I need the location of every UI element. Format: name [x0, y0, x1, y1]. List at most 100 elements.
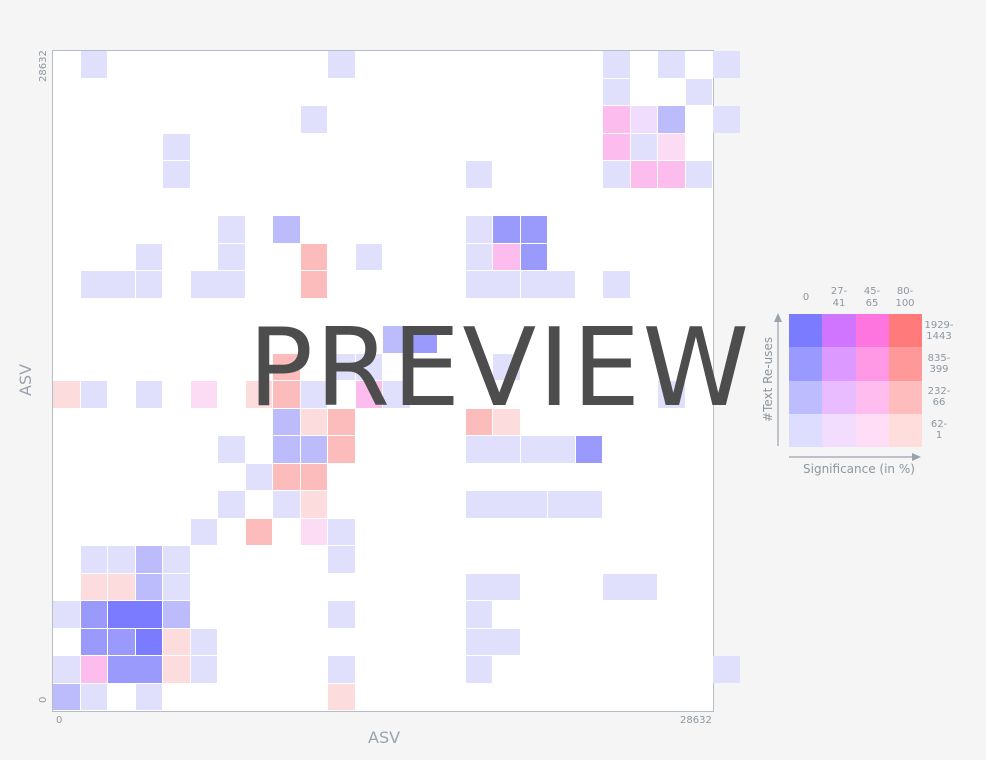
heatmap-cell[interactable]: [135, 243, 162, 270]
heatmap-cell[interactable]: [273, 381, 300, 408]
heatmap-cell[interactable]: [575, 436, 602, 463]
heatmap-cell[interactable]: [108, 573, 135, 600]
heatmap-cell[interactable]: [80, 573, 107, 600]
heatmap-cell[interactable]: [273, 491, 300, 518]
heatmap-cell[interactable]: [713, 106, 740, 133]
heatmap-cell[interactable]: [383, 381, 410, 408]
heatmap-cell[interactable]: [273, 408, 300, 435]
heatmap-cell[interactable]: [465, 656, 492, 683]
heatmap-cell[interactable]: [603, 271, 630, 298]
heatmap-cell[interactable]: [300, 436, 327, 463]
heatmap-cell[interactable]: [53, 683, 80, 710]
heatmap-cell[interactable]: [163, 161, 190, 188]
heatmap-cell[interactable]: [80, 546, 107, 573]
heatmap-cell[interactable]: [108, 601, 162, 628]
heatmap-cell[interactable]: [410, 326, 437, 353]
heatmap-cell[interactable]: [603, 161, 630, 188]
heatmap-cell[interactable]: [300, 408, 327, 435]
heatmap-cell[interactable]: [163, 573, 190, 600]
heatmap-cell[interactable]: [465, 601, 492, 628]
heatmap-cell[interactable]: [603, 78, 630, 105]
heatmap-cell[interactable]: [300, 491, 327, 518]
heatmap-cell[interactable]: [53, 656, 80, 683]
heatmap-cell[interactable]: [520, 271, 575, 298]
heatmap-cell[interactable]: [493, 216, 520, 243]
heatmap-cell[interactable]: [465, 161, 492, 188]
heatmap-cell[interactable]: [465, 271, 520, 298]
heatmap-cell[interactable]: [465, 436, 520, 463]
heatmap-cell[interactable]: [465, 628, 520, 655]
heatmap-cell[interactable]: [465, 243, 492, 270]
heatmap-cell[interactable]: [520, 436, 575, 463]
heatmap-cell[interactable]: [328, 353, 355, 380]
heatmap-cell[interactable]: [685, 161, 712, 188]
heatmap-cell[interactable]: [80, 683, 107, 710]
heatmap-cell[interactable]: [300, 381, 327, 408]
heatmap-cell[interactable]: [218, 436, 245, 463]
heatmap-cell[interactable]: [108, 628, 135, 655]
heatmap-cell[interactable]: [630, 161, 657, 188]
heatmap-cell[interactable]: [190, 628, 217, 655]
heatmap-cell[interactable]: [355, 381, 382, 408]
heatmap-cell[interactable]: [465, 216, 492, 243]
heatmap-cell[interactable]: [245, 518, 272, 545]
heatmap-cell[interactable]: [685, 78, 712, 105]
heatmap-cell[interactable]: [108, 656, 162, 683]
heatmap-cell[interactable]: [328, 436, 355, 463]
heatmap-cell[interactable]: [328, 683, 355, 710]
heatmap-cell[interactable]: [135, 683, 162, 710]
heatmap-cell[interactable]: [300, 518, 327, 545]
heatmap-cell[interactable]: [300, 243, 327, 270]
heatmap-cell[interactable]: [80, 271, 135, 298]
heatmap-cell[interactable]: [603, 573, 657, 600]
heatmap-cell[interactable]: [273, 436, 300, 463]
heatmap-cell[interactable]: [80, 601, 107, 628]
heatmap-cell[interactable]: [328, 546, 355, 573]
heatmap-cell[interactable]: [190, 271, 245, 298]
heatmap-cell[interactable]: [713, 656, 740, 683]
similarity-matrix[interactable]: [52, 50, 740, 712]
heatmap-cell[interactable]: [520, 216, 547, 243]
heatmap-cell[interactable]: [218, 491, 245, 518]
heatmap-cell[interactable]: [80, 51, 107, 78]
heatmap-cell[interactable]: [603, 106, 630, 133]
heatmap-cell[interactable]: [493, 353, 520, 380]
heatmap-cell[interactable]: [630, 133, 657, 160]
heatmap-cell[interactable]: [218, 243, 245, 270]
heatmap-cell[interactable]: [300, 463, 327, 490]
heatmap-cell[interactable]: [328, 656, 355, 683]
heatmap-cell[interactable]: [355, 243, 382, 270]
heatmap-cell[interactable]: [328, 518, 355, 545]
heatmap-cell[interactable]: [53, 601, 80, 628]
heatmap-cell[interactable]: [300, 271, 327, 298]
heatmap-cell[interactable]: [658, 106, 685, 133]
heatmap-cell[interactable]: [493, 243, 520, 270]
heatmap-cell[interactable]: [355, 353, 382, 380]
heatmap-cell[interactable]: [190, 656, 217, 683]
heatmap-cell[interactable]: [658, 133, 685, 160]
heatmap-cell[interactable]: [548, 491, 602, 518]
heatmap-cell[interactable]: [163, 628, 190, 655]
heatmap-cell[interactable]: [190, 518, 217, 545]
heatmap-cell[interactable]: [465, 573, 520, 600]
heatmap-cell[interactable]: [273, 463, 300, 490]
heatmap-cell[interactable]: [273, 353, 300, 380]
heatmap-cell[interactable]: [328, 408, 355, 435]
heatmap-cell[interactable]: [80, 628, 107, 655]
heatmap-cell[interactable]: [603, 133, 630, 160]
heatmap-cell[interactable]: [465, 408, 492, 435]
heatmap-cell[interactable]: [135, 573, 162, 600]
heatmap-cell[interactable]: [630, 106, 657, 133]
heatmap-cell[interactable]: [245, 463, 272, 490]
heatmap-cell[interactable]: [493, 408, 520, 435]
heatmap-cell[interactable]: [273, 216, 300, 243]
heatmap-cell[interactable]: [163, 133, 190, 160]
heatmap-cell[interactable]: [218, 216, 245, 243]
heatmap-cell[interactable]: [658, 381, 685, 408]
heatmap-cell[interactable]: [190, 381, 217, 408]
heatmap-cell[interactable]: [328, 601, 355, 628]
heatmap-cell[interactable]: [80, 656, 107, 683]
heatmap-cell[interactable]: [163, 656, 190, 683]
heatmap-cell[interactable]: [135, 546, 162, 573]
heatmap-cell[interactable]: [163, 601, 190, 628]
